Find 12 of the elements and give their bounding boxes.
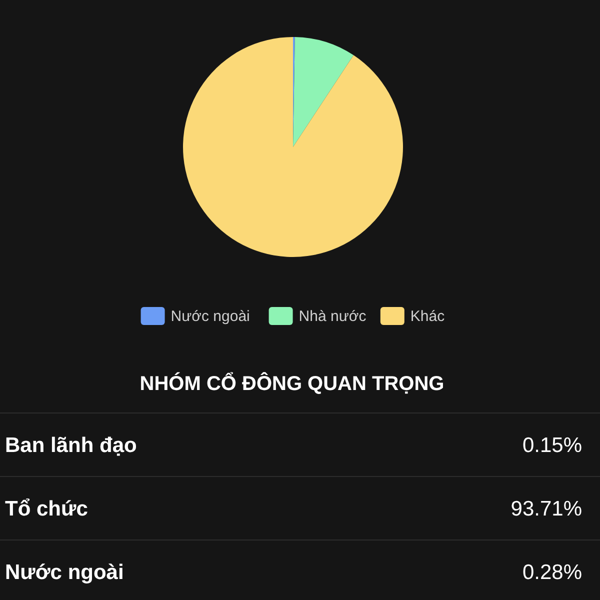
text: NHÓM CỔ ĐÔNG QUAN TRỌNG bbox=[140, 372, 444, 395]
text: Ban lãnh đạo bbox=[5, 434, 137, 457]
legend-label: Khác bbox=[410, 308, 446, 325]
pie-slice bbox=[293, 37, 354, 147]
text: Nước ngoài bbox=[5, 561, 124, 584]
pie-slice bbox=[183, 37, 403, 257]
text: 93.71% bbox=[510, 498, 582, 520]
text: Tổ chức bbox=[5, 498, 88, 520]
legend-label: Nước ngoài bbox=[170, 308, 250, 325]
legend-label: Nhà nước bbox=[298, 308, 367, 325]
text: 0.15% bbox=[522, 434, 582, 457]
text: 0.28% bbox=[522, 561, 582, 584]
